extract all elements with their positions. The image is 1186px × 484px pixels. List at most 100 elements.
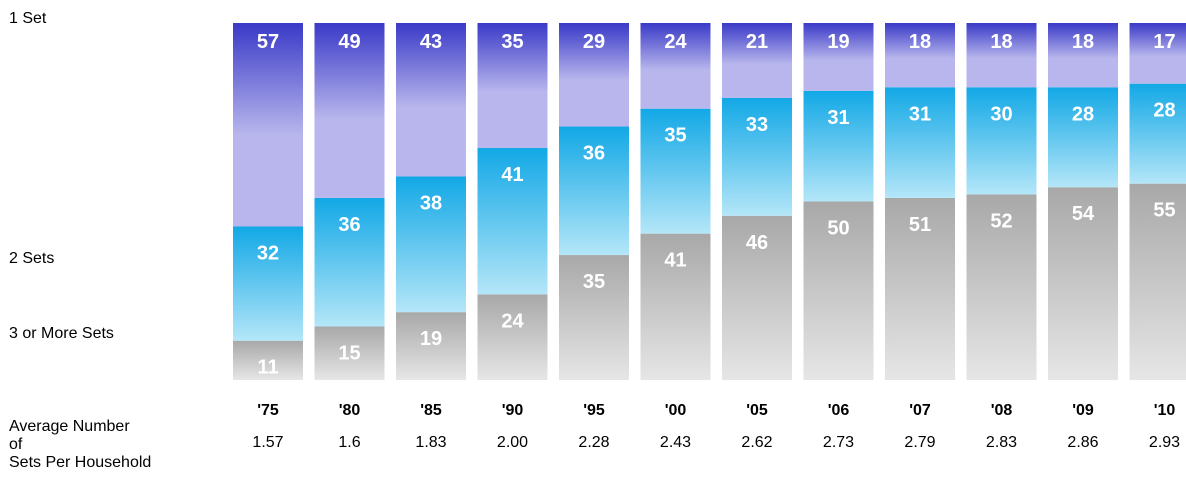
bar-segment-two-sets <box>233 226 303 341</box>
data-label-one-set: 49 <box>338 31 360 53</box>
bar-segment-two-sets <box>314 197 385 327</box>
data-label-two-sets: 31 <box>909 103 931 125</box>
data-label-two-sets: 35 <box>664 125 686 147</box>
bar-segment-three-plus <box>396 312 466 380</box>
bar-segment-one-set <box>722 23 792 98</box>
average-sets-value: 2.43 <box>660 434 691 451</box>
average-label-line-1: Average Number <box>9 418 130 435</box>
average-sets-value: 2.73 <box>823 434 854 451</box>
year-tick-label: '85 <box>420 402 442 419</box>
year-tick-label: '80 <box>339 402 361 419</box>
year-tick-label: '90 <box>502 402 524 419</box>
data-label-one-set: 17 <box>1153 31 1175 53</box>
data-label-three-plus: 55 <box>1153 200 1175 222</box>
bar-segment-one-set <box>314 23 385 198</box>
bar-segment-two-sets <box>885 87 955 198</box>
year-tick-label: '75 <box>257 402 279 419</box>
average-sets-value: 2.83 <box>986 434 1017 451</box>
average-sets-value: 1.6 <box>338 434 360 451</box>
bar-segment-one-set <box>396 23 466 177</box>
average-values: 1.57 1.6 1.83 2.00 2.28 2.43 2.62 2.73 2.79 2.83 2… <box>252 434 1180 451</box>
bar-segment-one-set <box>640 23 711 109</box>
bar-segment-two-sets <box>722 97 792 216</box>
data-label-three-plus: 46 <box>746 232 768 254</box>
data-label-one-set: 19 <box>827 31 849 53</box>
year-labels: '75 '80 '85 '90 '95 '00 '05 '06 '07 '08 '09 '10 <box>257 402 1175 419</box>
year-tick-label: '06 <box>828 402 850 419</box>
legend-two-sets: 2 Sets <box>9 250 55 267</box>
year-tick-label: '05 <box>746 402 768 419</box>
bar-segment-two-sets <box>803 90 874 202</box>
data-label-two-sets: 41 <box>501 164 523 186</box>
average-sets-value: 2.93 <box>1149 434 1180 451</box>
data-label-one-set: 18 <box>1072 31 1094 53</box>
average-sets-value: 2.28 <box>578 434 609 451</box>
data-label-three-plus: 52 <box>990 210 1012 232</box>
data-label-two-sets: 36 <box>338 214 360 236</box>
bar-segment-three-plus <box>722 215 792 380</box>
bar-segment-one-set <box>559 23 629 127</box>
bar-segment-one-set <box>966 23 1037 88</box>
year-tick-label: '09 <box>1072 402 1094 419</box>
bar-segment-one-set <box>885 23 955 88</box>
year-tick-label: '07 <box>909 402 931 419</box>
data-label-two-sets: 31 <box>827 107 849 129</box>
legend-one-set: 1 Set <box>9 10 47 27</box>
bar-segment-three-plus <box>966 194 1037 380</box>
bar-segment-three-plus <box>477 294 548 380</box>
data-label-three-plus: 51 <box>909 214 931 236</box>
bar-segment-one-set <box>803 23 874 91</box>
legend-three-plus-sets: 3 or More Sets <box>9 325 114 342</box>
bar-segment-two-sets <box>1129 83 1186 184</box>
bar-segment-three-plus <box>1048 187 1118 380</box>
bar-segment-two-sets <box>477 147 548 295</box>
bar-segment-three-plus <box>233 340 303 380</box>
data-label-three-plus: 41 <box>664 250 686 272</box>
bar-segment-three-plus <box>803 201 874 380</box>
average-label-line-3: Sets Per Household <box>9 454 152 471</box>
average-sets-value: 2.00 <box>497 434 528 451</box>
bar-segment-three-plus <box>640 233 711 380</box>
bar-segment-one-set <box>477 23 548 148</box>
data-label-two-sets: 36 <box>583 143 605 165</box>
data-label-three-plus: 35 <box>583 271 605 293</box>
data-label-three-plus: 19 <box>420 328 442 350</box>
bar-segment-three-plus <box>1129 183 1186 380</box>
bar-segment-two-sets <box>396 176 466 313</box>
data-label-two-sets: 32 <box>257 242 279 264</box>
data-label-three-plus: 54 <box>1072 203 1095 225</box>
data-label-one-set: 29 <box>583 31 605 53</box>
average-sets-value: 2.79 <box>904 434 935 451</box>
data-label-one-set: 21 <box>746 31 768 53</box>
data-label-one-set: 57 <box>257 31 279 53</box>
average-sets-value: 1.83 <box>415 434 446 451</box>
bar-segment-one-set <box>233 23 303 227</box>
average-sets-value: 2.62 <box>741 434 772 451</box>
data-label-two-sets: 30 <box>990 103 1012 125</box>
data-label-one-set: 24 <box>664 31 687 53</box>
data-label-two-sets: 28 <box>1153 100 1175 122</box>
data-label-one-set: 18 <box>990 31 1012 53</box>
data-label-one-set: 18 <box>909 31 931 53</box>
average-sets-label: Average Number of Sets Per Household <box>9 418 199 472</box>
data-label-two-sets: 38 <box>420 193 442 215</box>
bars-group: 11 32 57 15 36 49 19 38 43 24 41 35 35 36 29 41 35 24 46 33… <box>233 23 1186 380</box>
data-label-two-sets: 33 <box>746 114 768 136</box>
data-label-three-plus: 15 <box>338 342 360 364</box>
data-label-three-plus: 24 <box>501 310 524 332</box>
bar-segment-one-set <box>1048 23 1118 88</box>
average-sets-value: 2.86 <box>1067 434 1098 451</box>
data-label-three-plus: 50 <box>827 218 849 240</box>
bar-segment-three-plus <box>885 197 955 380</box>
bar-segment-three-plus <box>559 255 629 380</box>
bar-segment-one-set <box>1129 23 1186 84</box>
average-sets-value: 1.57 <box>252 434 283 451</box>
bar-segment-two-sets <box>966 87 1037 195</box>
year-tick-label: '08 <box>991 402 1013 419</box>
bar-segment-two-sets <box>640 108 711 234</box>
data-label-two-sets: 28 <box>1072 103 1094 125</box>
bar-segment-two-sets <box>1048 87 1118 188</box>
average-label-line-2: of <box>9 436 23 453</box>
data-label-one-set: 35 <box>501 31 523 53</box>
